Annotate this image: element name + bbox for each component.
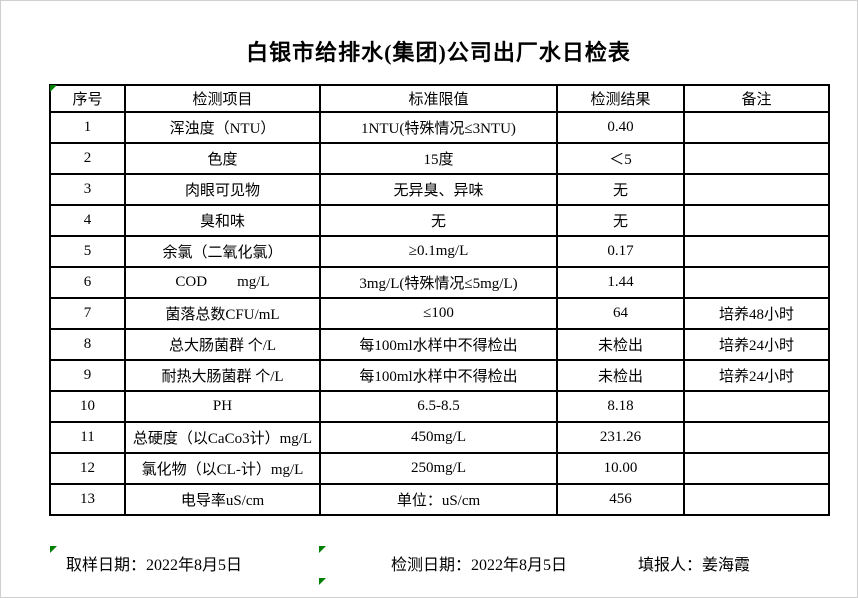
cell-item: PH	[124, 390, 321, 423]
cell-item: 电导率uS/cm	[124, 483, 321, 516]
cell-limit: 15度	[319, 142, 558, 175]
cell-result: 231.26	[556, 421, 685, 454]
cell-limit: 1NTU(特殊情况≤3NTU)	[319, 111, 558, 144]
cell-item: 总硬度（以CaCo3计）mg/L	[124, 421, 321, 454]
table-row: 5 余氯（二氧化氯） ≥0.1mg/L 0.17	[49, 235, 830, 268]
cell-result: 8.18	[556, 390, 685, 423]
cell-note	[683, 204, 830, 237]
cell-limit: 每100ml水样中不得检出	[319, 359, 558, 392]
table-row: 2 色度 15度 ＜5	[49, 142, 830, 175]
cell-item: 浑浊度（NTU）	[124, 111, 321, 144]
cell-item: 氯化物（以CL-计）mg/L	[124, 452, 321, 485]
cell-result: 10.00	[556, 452, 685, 485]
cell-note	[683, 266, 830, 299]
cell-index: 12	[49, 452, 126, 485]
cell-result: 未检出	[556, 328, 685, 361]
cell-result: 1.44	[556, 266, 685, 299]
cell-note: 培养24小时	[683, 359, 830, 392]
table-row: 7 菌落总数CFU/mL ≤100 64 培养48小时	[49, 297, 830, 330]
cell-index: 1	[49, 111, 126, 144]
cell-result: ＜5	[556, 142, 685, 175]
table-row: 9 耐热大肠菌群 个/L 每100ml水样中不得检出 未检出 培养24小时	[49, 359, 830, 392]
cell-limit: 6.5-8.5	[319, 390, 558, 423]
cell-note	[683, 452, 830, 485]
cell-item: 余氯（二氧化氯）	[124, 235, 321, 268]
cell-limit: 无	[319, 204, 558, 237]
cell-index: 7	[49, 297, 126, 330]
cell-result: 456	[556, 483, 685, 516]
cell-item: 耐热大肠菌群 个/L	[124, 359, 321, 392]
inspection-table: 序号 检测项目 标准限值 检测结果 备注 1 浑浊度（NTU） 1NTU(特殊情…	[49, 84, 830, 516]
cell-index: 3	[49, 173, 126, 206]
column-header-result: 检测结果	[556, 84, 685, 113]
table-row: 10 PH 6.5-8.5 8.18	[49, 390, 830, 423]
cell-limit: 250mg/L	[319, 452, 558, 485]
cell-limit: 3mg/L(特殊情况≤5mg/L)	[319, 266, 558, 299]
cell-result: 64	[556, 297, 685, 330]
cell-item: 肉眼可见物	[124, 173, 321, 206]
cell-result: 未检出	[556, 359, 685, 392]
table-row: 4 臭和味 无 无	[49, 204, 830, 237]
table-row: 11 总硬度（以CaCo3计）mg/L 450mg/L 231.26	[49, 421, 830, 454]
cell-error-indicator-icon	[319, 578, 326, 585]
cell-index: 5	[49, 235, 126, 268]
cell-note	[683, 173, 830, 206]
reporter-label: 填报人：姜海霞	[638, 557, 751, 574]
cell-result: 无	[556, 204, 685, 237]
column-header-index: 序号	[49, 84, 126, 113]
cell-note: 培养24小时	[683, 328, 830, 361]
cell-index: 13	[49, 483, 126, 516]
table-row: 12 氯化物（以CL-计）mg/L 250mg/L 10.00	[49, 452, 830, 485]
table-row: 13 电导率uS/cm 单位：uS/cm 456	[49, 483, 830, 516]
cell-index: 6	[49, 266, 126, 299]
cell-note: 培养48小时	[683, 297, 830, 330]
sampling-date-label: 取样日期：2022年8月5日	[66, 557, 243, 574]
cell-error-indicator-icon	[319, 546, 326, 553]
column-header-limit: 标准限值	[319, 84, 558, 113]
cell-index: 9	[49, 359, 126, 392]
cell-limit: ≥0.1mg/L	[319, 235, 558, 268]
cell-item: COD mg/L	[124, 266, 321, 299]
cell-note	[683, 142, 830, 175]
test-date-label: 检测日期：2022年8月5日	[391, 557, 568, 574]
cell-note	[683, 390, 830, 423]
cell-note	[683, 483, 830, 516]
column-header-note: 备注	[683, 84, 830, 113]
table-row: 3 肉眼可见物 无异臭、异味 无	[49, 173, 830, 206]
cell-result: 0.40	[556, 111, 685, 144]
cell-error-indicator-icon	[50, 546, 57, 553]
cell-item: 菌落总数CFU/mL	[124, 297, 321, 330]
cell-limit: ≤100	[319, 297, 558, 330]
cell-result: 无	[556, 173, 685, 206]
cell-note	[683, 421, 830, 454]
cell-index: 11	[49, 421, 126, 454]
cell-limit: 无异臭、异味	[319, 173, 558, 206]
cell-index: 8	[49, 328, 126, 361]
cell-index: 2	[49, 142, 126, 175]
cell-result: 0.17	[556, 235, 685, 268]
table-row: 6 COD mg/L 3mg/L(特殊情况≤5mg/L) 1.44	[49, 266, 830, 299]
cell-index: 4	[49, 204, 126, 237]
cell-limit: 450mg/L	[319, 421, 558, 454]
cell-item: 色度	[124, 142, 321, 175]
cell-item: 总大肠菌群 个/L	[124, 328, 321, 361]
cell-limit: 单位：uS/cm	[319, 483, 558, 516]
page-title: 白银市给排水(集团)公司出厂水日检表	[246, 40, 631, 65]
cell-item: 臭和味	[124, 204, 321, 237]
cell-limit: 每100ml水样中不得检出	[319, 328, 558, 361]
cell-error-indicator-icon	[50, 85, 57, 92]
table-row: 1 浑浊度（NTU） 1NTU(特殊情况≤3NTU) 0.40	[49, 111, 830, 144]
header-row: 序号 检测项目 标准限值 检测结果 备注	[49, 84, 830, 113]
cell-note	[683, 235, 830, 268]
column-header-item: 检测项目	[124, 84, 321, 113]
cell-note	[683, 111, 830, 144]
table-row: 8 总大肠菌群 个/L 每100ml水样中不得检出 未检出 培养24小时	[49, 328, 830, 361]
cell-index: 10	[49, 390, 126, 423]
